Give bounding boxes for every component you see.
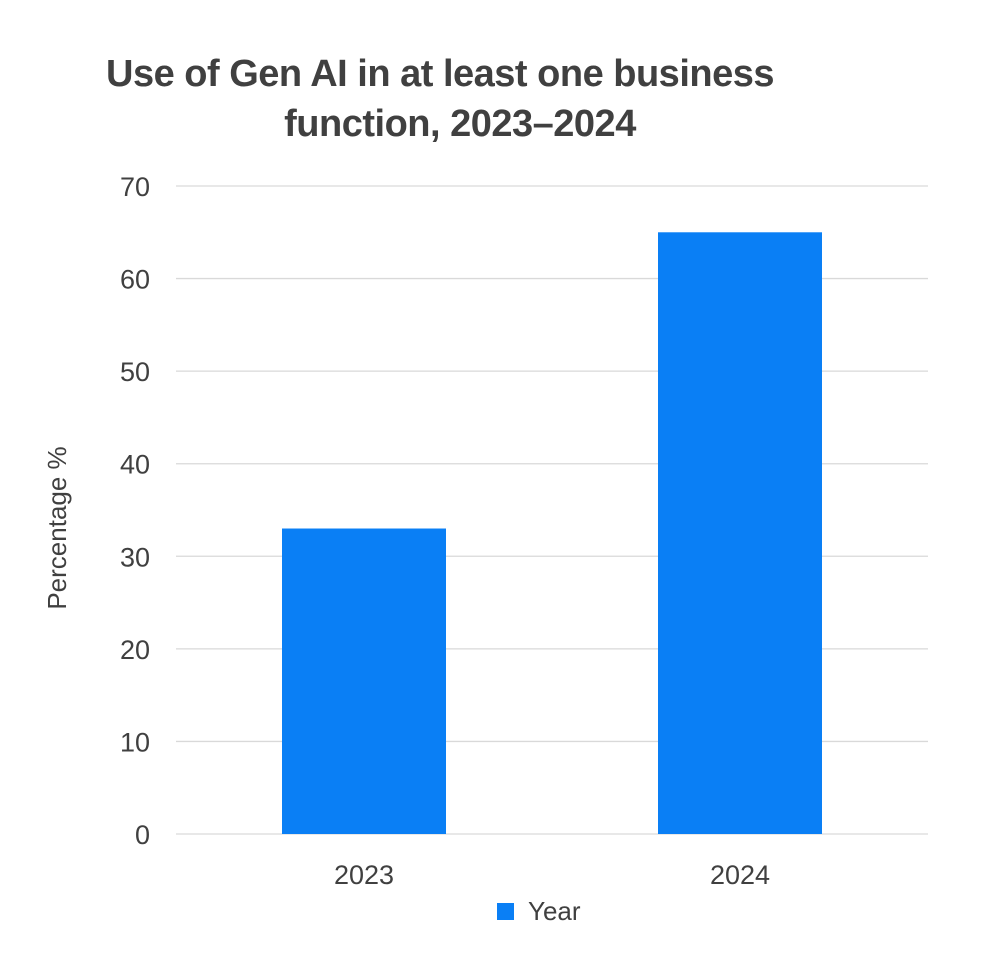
legend-label-year: Year: [528, 896, 581, 926]
x-tick-label-2024: 2024: [710, 860, 770, 890]
legend: Year: [497, 896, 581, 926]
y-tick-label: 0: [135, 820, 150, 850]
y-tick-label: 60: [120, 265, 150, 295]
y-tick-label: 20: [120, 635, 150, 665]
y-tick-label: 30: [120, 542, 150, 572]
bar-2024: [658, 232, 822, 835]
y-tick-label: 10: [120, 727, 150, 757]
y-axis-ticks: 0 10 20 30 40 50 60 70: [120, 172, 150, 850]
chart-title-line-2: function, 2023–2024: [284, 103, 636, 145]
bars: [282, 232, 822, 835]
x-tick-label-2023: 2023: [334, 860, 394, 890]
x-axis-ticks: 2023 2024: [334, 860, 770, 890]
chart-title-line-1: Use of Gen AI in at least one business: [106, 53, 775, 95]
bar-2023: [282, 528, 446, 834]
y-tick-label: 40: [120, 450, 150, 480]
y-tick-label: 50: [120, 357, 150, 387]
y-axis-label: Percentage %: [42, 446, 72, 609]
y-tick-label: 70: [120, 172, 150, 202]
legend-swatch: [497, 903, 514, 920]
